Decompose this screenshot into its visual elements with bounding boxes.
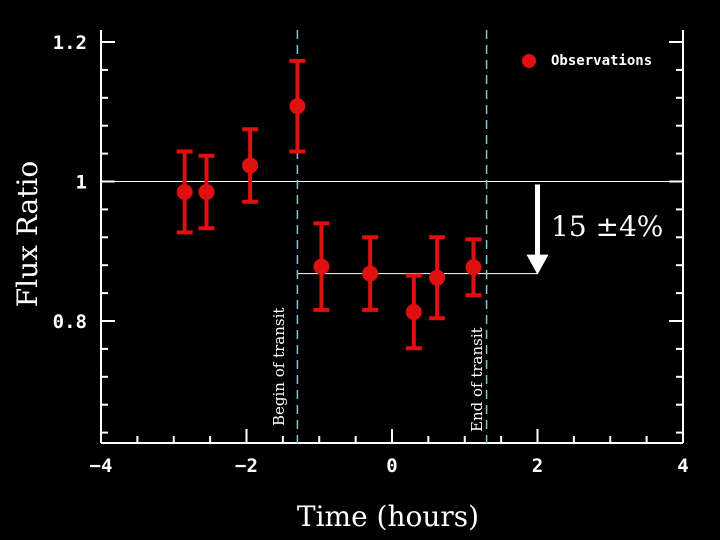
data-point bbox=[405, 303, 422, 320]
legend: Observations bbox=[522, 53, 652, 69]
data-point bbox=[289, 98, 306, 115]
data-point bbox=[198, 183, 215, 200]
x-tick-label: −2 bbox=[235, 455, 258, 477]
legend-label: Observations bbox=[551, 53, 652, 69]
observation-points bbox=[176, 58, 482, 351]
x-tick-label: 2 bbox=[532, 455, 543, 477]
data-point bbox=[429, 269, 446, 286]
x-tick-label: 4 bbox=[677, 455, 688, 477]
transit-depth-label: 15 ±4% bbox=[551, 210, 663, 243]
data-point bbox=[242, 157, 259, 174]
y-axis-title: Flux Ratio bbox=[11, 161, 44, 308]
begin-transit-label: Begin of transit bbox=[270, 308, 288, 426]
legend-marker bbox=[522, 54, 536, 68]
y-tick-label: 1 bbox=[76, 172, 87, 194]
data-point bbox=[313, 258, 330, 275]
data-point bbox=[362, 265, 379, 282]
end-transit-label: End of transit bbox=[468, 327, 486, 432]
x-axis-title: Time (hours) bbox=[297, 500, 479, 533]
y-tick-label: 1.2 bbox=[53, 32, 87, 54]
y-tick-label: 0.8 bbox=[53, 311, 87, 333]
x-tick-label: −4 bbox=[90, 455, 113, 477]
data-point bbox=[465, 259, 482, 276]
x-tick-label: 0 bbox=[386, 455, 397, 477]
depth-arrow-head bbox=[526, 254, 549, 275]
data-point bbox=[176, 183, 193, 200]
